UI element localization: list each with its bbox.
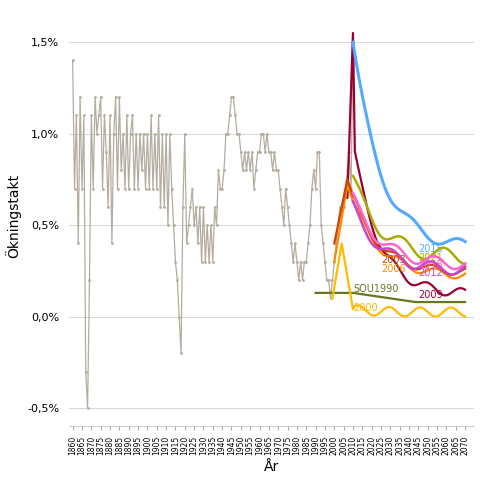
Text: 2015: 2015: [419, 244, 443, 254]
Y-axis label: Ökningstakt: Ökningstakt: [6, 174, 22, 258]
Text: 2012: 2012: [419, 268, 443, 278]
Text: 2003: 2003: [381, 255, 406, 265]
Text: SOU1990: SOU1990: [353, 284, 398, 294]
X-axis label: År: År: [264, 460, 279, 474]
Text: 2009: 2009: [419, 290, 443, 300]
Text: 2021: 2021: [419, 253, 443, 263]
Text: 2006: 2006: [381, 264, 406, 274]
Text: 2000: 2000: [353, 303, 378, 313]
Text: 2018: 2018: [419, 261, 443, 270]
